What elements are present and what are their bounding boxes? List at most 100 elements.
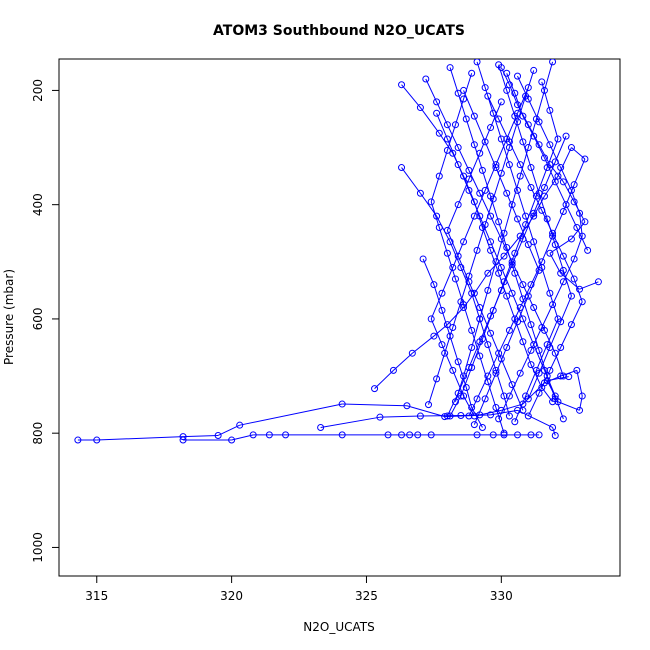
data-point [473, 59, 481, 66]
data-point [559, 252, 567, 260]
series-segment [460, 367, 473, 397]
series-segment [476, 61, 486, 88]
series-segment [484, 87, 494, 114]
data-point [543, 164, 551, 172]
data-point [484, 286, 492, 294]
series-segment [479, 355, 489, 382]
data-point [470, 412, 478, 420]
series-segment [401, 167, 421, 194]
data-point [398, 81, 406, 89]
x-axis-label: N2O_UCATS [303, 620, 374, 634]
series-segment [514, 318, 524, 342]
series-segment [506, 321, 518, 348]
data-point [514, 431, 522, 439]
series-segment [527, 124, 540, 145]
series-segment [487, 381, 497, 408]
series-segment [320, 416, 381, 428]
series-segment [463, 395, 475, 417]
data-series [179, 431, 543, 444]
data-series [503, 69, 592, 254]
series-segment [562, 258, 575, 283]
data-point [457, 411, 465, 419]
series-segment [538, 121, 551, 145]
series-segment [514, 273, 524, 300]
data-point [549, 59, 557, 66]
series-segment [446, 230, 459, 257]
series-segment [430, 318, 443, 345]
series-segment [452, 370, 465, 397]
data-point [519, 235, 527, 243]
series-segment [487, 261, 497, 291]
series-segment [560, 295, 572, 322]
data-point [427, 315, 435, 323]
series-segment [484, 198, 494, 225]
data-point [540, 366, 548, 374]
data-point [594, 278, 602, 286]
series-segment [500, 267, 513, 294]
series-segment [425, 78, 438, 103]
series-segment [501, 403, 524, 411]
series-segment [519, 147, 529, 177]
series-segment [476, 375, 489, 400]
series-segment [449, 395, 462, 417]
data-point [492, 403, 500, 411]
series-segment [495, 407, 505, 434]
data-point [416, 104, 424, 112]
data-point [433, 98, 441, 106]
data-point [476, 315, 484, 323]
data-point [497, 355, 505, 363]
series-segment [506, 193, 518, 220]
series-segment [552, 427, 556, 436]
series-segment [541, 304, 554, 328]
series-segment [549, 110, 559, 140]
series-segment [549, 252, 562, 274]
series-segment [500, 264, 513, 291]
series-segment [495, 347, 508, 374]
series-segment [231, 434, 254, 441]
series-segment [463, 175, 475, 203]
data-point [465, 278, 473, 286]
series-segment [570, 190, 581, 214]
data-series [484, 92, 586, 420]
data-point [454, 144, 462, 152]
series-segment [517, 87, 529, 114]
data-series [443, 132, 570, 420]
data-point [543, 372, 551, 380]
data-point [465, 175, 473, 183]
series-segment [554, 244, 564, 271]
data-point [465, 166, 473, 174]
data-point [540, 184, 548, 192]
data-point [505, 138, 513, 146]
series-segment [546, 218, 556, 245]
series-segment [506, 90, 516, 117]
data-point [551, 392, 559, 400]
series-segment [549, 293, 559, 320]
data-point [584, 246, 592, 254]
series-segment [463, 347, 473, 377]
series-segment [498, 395, 510, 420]
data-point [557, 318, 565, 326]
series-segment [527, 373, 540, 400]
data-point [438, 289, 446, 297]
data-point [527, 164, 535, 172]
series-segment [498, 221, 508, 248]
data-point [551, 178, 559, 186]
data-point [478, 166, 486, 174]
data-point [449, 366, 457, 374]
data-point [519, 281, 527, 289]
data-point [470, 421, 478, 429]
data-point [403, 402, 411, 410]
series-segment [530, 187, 543, 211]
series-segment [422, 258, 435, 285]
data-point [317, 423, 325, 431]
data-point [524, 412, 532, 420]
data-point [527, 184, 535, 192]
data-point [93, 436, 101, 444]
series-segment [449, 335, 459, 362]
data-point [468, 289, 476, 297]
series-segment [454, 278, 465, 305]
series-segment [479, 315, 491, 342]
data-point [524, 95, 532, 103]
series-segment [463, 304, 473, 331]
